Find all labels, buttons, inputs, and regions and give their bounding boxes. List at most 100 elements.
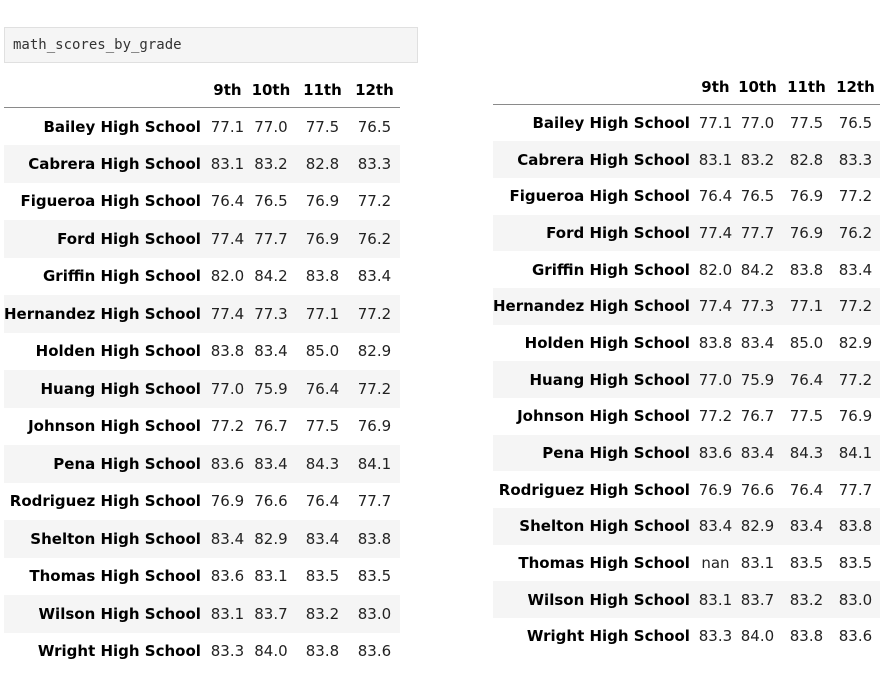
row-label-school: Huang High School: [4, 370, 209, 408]
column-header-10th: 10th: [245, 73, 296, 108]
score-cell-10th: 77.3: [732, 287, 782, 325]
score-cell-11th: 76.9: [305, 192, 340, 211]
score-cell-9th: 77.1: [698, 114, 733, 133]
score-cell-10th: 75.9: [732, 361, 782, 398]
score-cell-10th: 83.4: [740, 333, 775, 352]
score-cell-12th: 83.4: [357, 267, 392, 286]
row-label-school: Holden High School: [35, 342, 201, 361]
table-row: Cabrera High School 83.1 83.2 82.8 83.3: [4, 145, 400, 183]
row-label-school: Wilson High School: [493, 581, 698, 619]
score-cell-11th: 85.0: [305, 342, 340, 361]
table-row: Ford High School 77.4 77.7 76.9 76.2: [493, 214, 880, 252]
score-cell-10th: 84.0: [254, 642, 288, 661]
table-header-row: 9th 10th 11th 12th: [4, 73, 400, 108]
table-row: Johnson High School 77.2 76.7 77.5 76.9: [493, 398, 880, 435]
score-cell-10th: 84.0: [740, 627, 775, 646]
score-cell-10th: 83.2: [732, 141, 782, 178]
table-row: Cabrera High School 83.1 83.2 82.8 83.3: [493, 141, 880, 178]
score-cell-12th: 83.4: [838, 260, 873, 279]
score-cell-9th: 83.1: [697, 141, 733, 178]
score-cell-12th: 83.8: [348, 520, 400, 558]
row-label-school: Thomas High School: [29, 567, 201, 586]
score-cell-10th: 83.4: [732, 434, 782, 472]
row-label-school: Johnson High School: [517, 407, 690, 426]
score-cell-10th: 84.2: [254, 267, 288, 286]
row-label-school: Cabrera High School: [4, 145, 209, 183]
score-cell-11th: 77.5: [305, 417, 340, 436]
table-row: Wright High School 83.3 84.0 83.8 83.6: [493, 618, 880, 655]
score-cell-10th: 82.9: [732, 508, 782, 545]
score-cell-11th: 77.5: [305, 117, 340, 136]
code-cell-output-expression[interactable]: math_scores_by_grade: [4, 27, 418, 63]
row-label-school: Figueroa High School: [20, 192, 201, 211]
score-cell-9th: 83.6: [208, 445, 246, 483]
score-cell-9th: 82.0: [698, 260, 733, 279]
score-cell-12th: 76.5: [357, 117, 392, 136]
table-row: Huang High School 77.0 75.9 76.4 77.2: [493, 361, 880, 398]
score-cell-12th: 84.1: [348, 445, 400, 483]
row-label-school: Rodriguez High School: [498, 480, 690, 499]
row-label-school: Cabrera High School: [493, 141, 698, 178]
column-header-10th: 10th: [732, 70, 782, 105]
score-cell-9th: 76.9: [698, 480, 733, 499]
row-label-school: Pena High School: [493, 434, 698, 472]
score-cell-10th: 83.4: [254, 342, 288, 361]
score-cell-12th: 82.9: [357, 342, 392, 361]
table-row: Pena High School 83.6 83.4 84.3 84.1: [493, 434, 880, 472]
score-cell-11th: 83.8: [789, 627, 824, 646]
score-cell-11th: 77.1: [295, 295, 349, 333]
score-cell-9th: 83.3: [210, 642, 245, 661]
score-cell-11th: 84.3: [295, 445, 349, 483]
table-row: Hernandez High School 77.4 77.3 77.1 77.2: [493, 287, 880, 325]
table-row: Wilson High School 83.1 83.7 83.2 83.0: [493, 581, 880, 619]
table-row: Figueroa High School 76.4 76.5 76.9 77.2: [493, 178, 880, 215]
score-cell-10th: 84.2: [740, 260, 775, 279]
row-label-school: Wright High School: [526, 627, 690, 646]
table-row: Holden High School 83.8 83.4 85.0 82.9: [4, 333, 400, 371]
score-cell-12th: 77.2: [348, 370, 400, 408]
column-header-11th: 11th: [295, 73, 349, 108]
score-cell-9th: 83.4: [208, 520, 246, 558]
score-cell-11th: 84.3: [781, 434, 831, 472]
score-cell-9th: 77.1: [210, 117, 245, 136]
score-cell-9th: 83.6: [210, 567, 245, 586]
score-cell-9th: 76.9: [210, 492, 245, 511]
score-cell-12th: 83.5: [357, 567, 392, 586]
score-cell-10th: 76.7: [740, 407, 775, 426]
score-cell-9th: 83.1: [208, 145, 246, 183]
table-row: Wright High School 83.3 84.0 83.8 83.6: [4, 633, 400, 671]
table-row: Shelton High School 83.4 82.9 83.4 83.8: [493, 508, 880, 545]
score-cell-12th: 77.2: [830, 361, 880, 398]
score-cell-10th: 76.7: [254, 417, 288, 436]
row-label-school: Hernandez High School: [4, 295, 209, 333]
column-header-11th: 11th: [781, 70, 831, 105]
math-scores-table-right: 9th 10th 11th 12th Bailey High School 77.…: [493, 70, 880, 655]
score-cell-12th: 77.2: [838, 187, 873, 206]
table-row: Wilson High School 83.1 83.7 83.2 83.0: [4, 595, 400, 633]
score-cell-9th: 83.4: [697, 508, 733, 545]
score-cell-12th: 83.6: [357, 642, 392, 661]
table-row: Rodriguez High School 76.9 76.6 76.4 77.7: [493, 471, 880, 508]
column-header-12th: 12th: [830, 70, 880, 105]
score-cell-10th: 77.7: [245, 220, 296, 258]
row-label-school: Ford High School: [493, 214, 698, 252]
score-cell-12th: 83.6: [838, 627, 873, 646]
table-row: Johnson High School 77.2 76.7 77.5 76.9: [4, 408, 400, 446]
score-cell-9th: 83.3: [698, 627, 733, 646]
row-label-school: Shelton High School: [493, 508, 698, 545]
score-cell-10th: 77.0: [254, 117, 288, 136]
index-header: [493, 70, 698, 105]
score-cell-11th: 83.2: [295, 595, 349, 633]
score-cell-12th: 84.1: [830, 434, 880, 472]
score-cell-10th: 83.7: [732, 581, 782, 619]
score-cell-9th: 77.4: [208, 220, 246, 258]
row-label-school: Pena High School: [4, 445, 209, 483]
score-cell-12th: 77.2: [830, 287, 880, 325]
index-header: [4, 73, 209, 108]
score-cell-12th: 76.2: [830, 214, 880, 252]
score-cell-10th: 83.4: [245, 445, 296, 483]
table-row: Griffin High School 82.0 84.2 83.8 83.4: [493, 251, 880, 288]
score-cell-11th: 76.9: [781, 214, 831, 252]
score-cell-11th: 83.8: [305, 642, 340, 661]
score-cell-12th: 83.3: [830, 141, 880, 178]
